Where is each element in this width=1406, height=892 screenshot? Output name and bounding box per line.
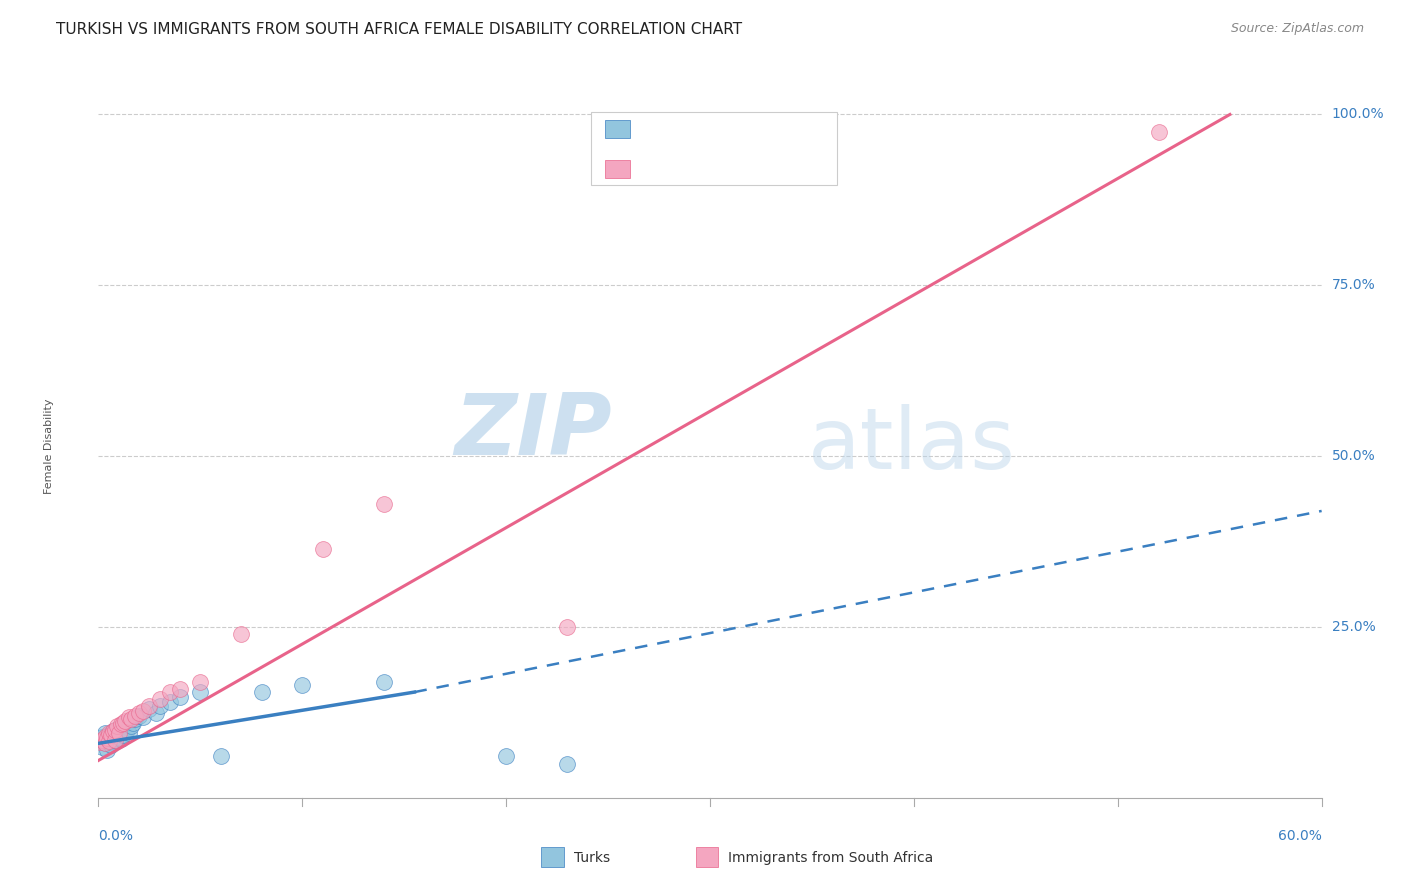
- Point: [111, 715, 134, 730]
- Point: [96, 731, 118, 745]
- Point: [91, 739, 114, 754]
- Point: [105, 726, 128, 740]
- Point: [124, 713, 146, 727]
- Point: [149, 692, 172, 706]
- Point: [100, 728, 122, 742]
- Point: [555, 620, 579, 634]
- Point: [111, 728, 134, 742]
- Point: [93, 736, 115, 750]
- Point: [120, 713, 142, 727]
- Point: [169, 681, 191, 696]
- Point: [231, 627, 253, 641]
- Text: Turks: Turks: [574, 851, 610, 865]
- Point: [104, 723, 127, 737]
- Point: [108, 730, 131, 744]
- Point: [373, 674, 395, 689]
- Text: 25.0%: 25.0%: [1331, 620, 1375, 634]
- Point: [122, 715, 145, 730]
- Point: [110, 717, 132, 731]
- Point: [1147, 124, 1170, 138]
- Point: [118, 710, 141, 724]
- Point: [149, 698, 172, 713]
- Text: 75.0%: 75.0%: [1331, 278, 1375, 293]
- Point: [120, 719, 142, 733]
- Text: R = 0.813   N = 31: R = 0.813 N = 31: [644, 158, 796, 172]
- Point: [108, 726, 131, 740]
- Point: [118, 714, 141, 729]
- Point: [132, 710, 155, 724]
- Point: [100, 738, 122, 752]
- Point: [100, 726, 122, 740]
- Point: [138, 698, 160, 713]
- Point: [114, 724, 136, 739]
- Point: [104, 723, 127, 737]
- Point: [101, 733, 124, 747]
- Point: [128, 709, 150, 723]
- Point: [145, 706, 167, 720]
- Point: [96, 731, 118, 745]
- Text: TURKISH VS IMMIGRANTS FROM SOUTH AFRICA FEMALE DISABILITY CORRELATION CHART: TURKISH VS IMMIGRANTS FROM SOUTH AFRICA …: [56, 22, 742, 37]
- Point: [97, 735, 120, 749]
- Point: [93, 726, 115, 740]
- Point: [108, 722, 131, 736]
- Text: ZIP: ZIP: [454, 390, 612, 473]
- Point: [312, 541, 335, 556]
- Point: [110, 731, 132, 746]
- Point: [114, 717, 136, 731]
- Point: [209, 748, 232, 763]
- Point: [118, 726, 141, 740]
- Text: 100.0%: 100.0%: [1331, 107, 1385, 121]
- Point: [105, 719, 128, 733]
- Point: [104, 733, 127, 747]
- Point: [97, 734, 120, 748]
- Point: [110, 725, 132, 739]
- Point: [104, 731, 127, 745]
- Point: [101, 724, 124, 739]
- Point: [93, 736, 115, 750]
- Point: [250, 685, 273, 699]
- Text: 50.0%: 50.0%: [1331, 450, 1375, 463]
- Point: [91, 730, 114, 744]
- Point: [115, 723, 138, 737]
- Point: [138, 702, 160, 716]
- Point: [159, 695, 181, 709]
- Point: [89, 733, 111, 747]
- Point: [91, 733, 114, 747]
- Text: atlas: atlas: [808, 404, 1017, 488]
- Point: [111, 719, 134, 733]
- Text: Immigrants from South Africa: Immigrants from South Africa: [728, 851, 934, 865]
- Point: [105, 734, 128, 748]
- Point: [124, 709, 146, 723]
- Point: [96, 743, 118, 757]
- Text: Female Disability: Female Disability: [45, 398, 55, 494]
- Point: [169, 690, 191, 704]
- Point: [132, 704, 155, 718]
- Text: R = 0.338   N = 45: R = 0.338 N = 45: [644, 118, 796, 132]
- Point: [97, 728, 120, 742]
- Point: [101, 724, 124, 739]
- Point: [555, 756, 579, 771]
- Text: Source: ZipAtlas.com: Source: ZipAtlas.com: [1230, 22, 1364, 36]
- Point: [495, 748, 517, 763]
- Text: 0.0%: 0.0%: [98, 829, 134, 843]
- Text: 60.0%: 60.0%: [1278, 829, 1322, 843]
- Point: [291, 678, 314, 692]
- Point: [188, 685, 212, 699]
- Point: [89, 735, 111, 749]
- Point: [114, 714, 136, 729]
- Point: [93, 730, 115, 744]
- Point: [188, 674, 212, 689]
- Point: [97, 726, 120, 740]
- Point: [159, 685, 181, 699]
- Point: [128, 706, 150, 720]
- Point: [373, 497, 395, 511]
